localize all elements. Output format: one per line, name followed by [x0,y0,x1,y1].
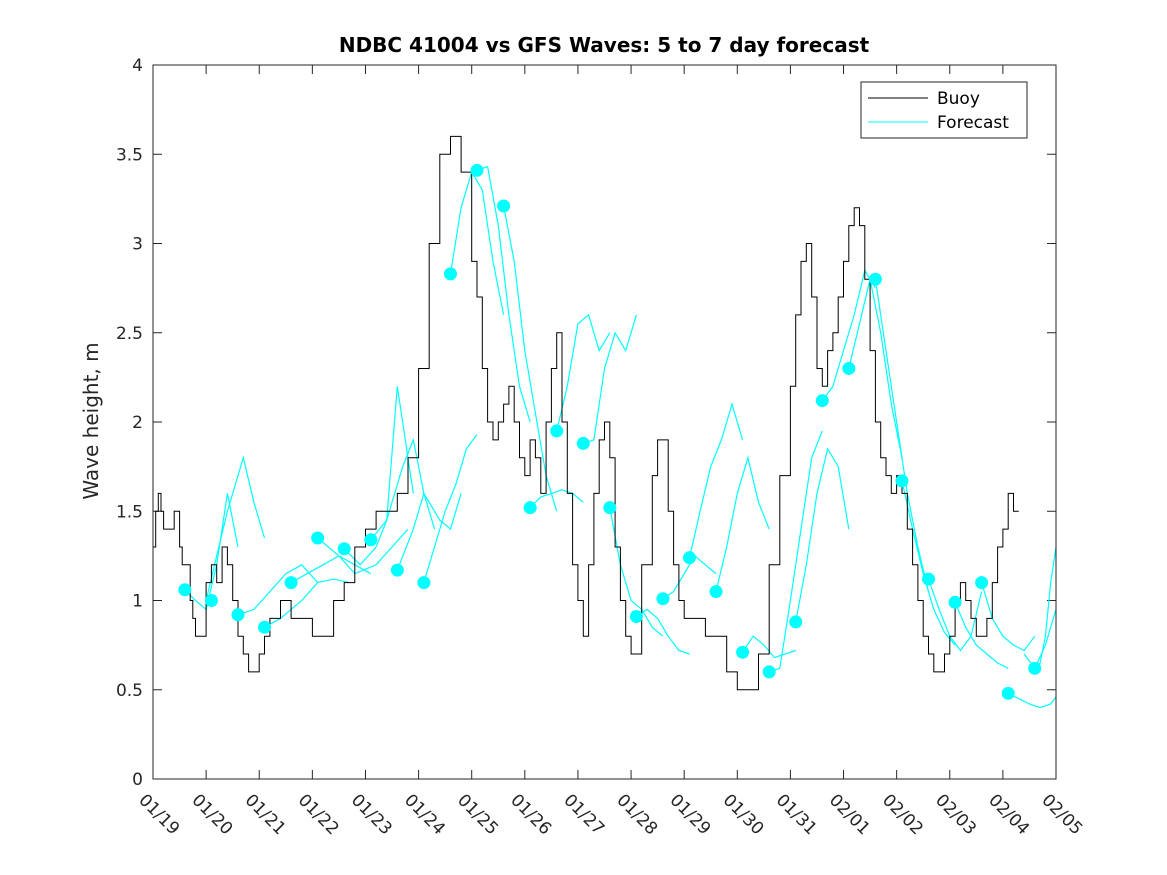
forecast-marker [736,645,750,659]
y-tick-label: 1.5 [116,502,143,522]
forecast-line [688,401,744,558]
forecast-line [343,386,414,566]
legend: Buoy Forecast [860,81,1028,139]
forecast-line [449,170,505,316]
y-tick-labels: 0 0.5 1 1.5 2 2.5 3 3.5 4 [116,56,143,790]
forecast-line [848,279,903,458]
forecast-marker [390,563,404,577]
forecast-marker [922,572,936,586]
forecast-line [583,314,637,444]
forecast-marker [948,595,962,609]
forecast-line [981,582,1036,652]
forecast-line [769,430,823,673]
y-tick-label: 4 [132,56,143,76]
forecast-marker [603,501,617,515]
forecast-marker [258,620,272,634]
y-tick-label: 3.5 [116,145,143,165]
forecast-marker [576,436,590,450]
forecast-line [636,608,690,655]
forecast-marker [550,424,564,438]
forecast-marker [868,272,882,286]
forecast-markers [178,163,1042,700]
forecast-marker [1028,661,1042,675]
forecast-marker [682,551,696,565]
forecast-line [1023,609,1057,670]
forecast-line [795,447,850,623]
forecast-marker [629,610,643,624]
forecast-line [503,205,558,512]
forecast-line [954,602,1009,669]
forecast-marker [656,592,670,606]
forecast-marker [284,576,298,590]
y-tick-label: 2 [132,413,143,433]
forecast-marker [842,361,856,375]
forecast-marker [204,594,218,607]
forecast-marker [789,615,803,629]
y-tick-label: 0.5 [116,681,143,701]
forecast-line [662,554,717,600]
legend-buoy-label: Buoy [937,89,980,109]
forecast-marker [337,542,351,556]
y-tick-label: 0 [132,770,143,790]
forecast-line [821,268,876,401]
y-tick-label: 1 [132,592,143,612]
forecast-marker [178,583,192,597]
forecast-line [874,279,930,592]
forecast-marker [417,576,431,590]
forecast-line [476,165,531,423]
legend-box [860,81,1028,139]
forecast-marker [364,533,378,547]
forecast-line [290,555,372,584]
forecast-marker [523,501,537,515]
forecast-marker [470,163,484,177]
chart-title: NDBC 41004 vs GFS Waves: 5 to 7 day fore… [339,33,870,57]
forecast-line [264,578,350,628]
y-axis-label: Wave height, m [79,342,103,499]
forecast-marker [975,576,989,590]
forecast-line [901,480,956,646]
legend-forecast-label: Forecast [937,113,1009,133]
forecast-marker [1001,686,1015,700]
forecast-marker [443,267,457,281]
forecast-line [423,434,478,583]
forecast-line [715,455,770,592]
forecast-line [556,313,611,432]
forecast-marker [497,199,511,213]
forecast-marker [762,665,776,679]
forecast-line [609,507,664,637]
forecast-line [1007,692,1057,709]
plot-area-frame [152,64,1057,780]
forecast-line [317,528,409,575]
forecast-line [529,489,584,509]
y-tick-label: 2.5 [116,324,143,344]
forecast-marker [231,608,245,622]
forecast-marker [895,474,909,488]
forecast-line [184,493,239,611]
forecast-marker [311,531,325,545]
forecast-line [205,455,266,601]
forecast-marker [815,394,829,408]
forecast-marker [709,585,723,599]
forecast-line [927,578,983,652]
forecast-line [396,491,462,571]
y-tick-label: 3 [132,235,143,255]
forecast-line [370,437,436,541]
forecast-line [237,564,319,616]
